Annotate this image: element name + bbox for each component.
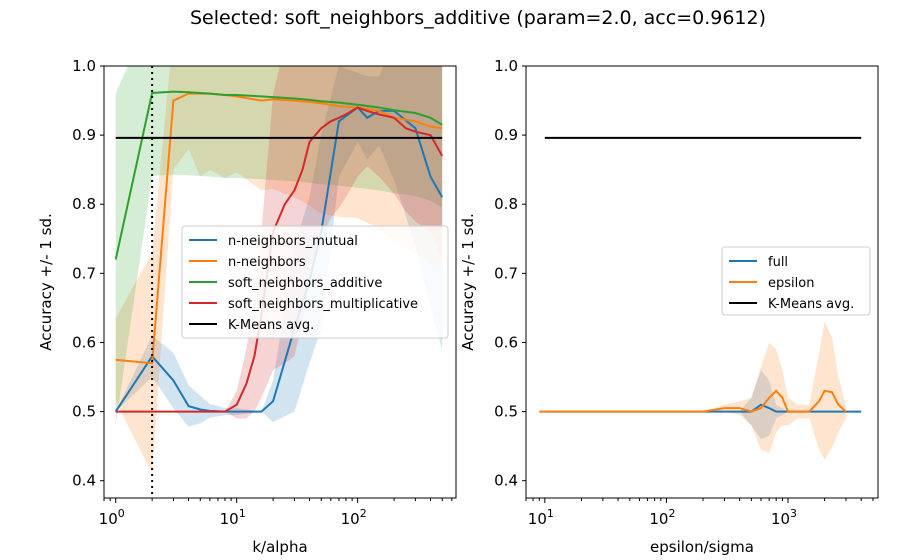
- y-tick-label: 0.8: [494, 195, 518, 213]
- series-line-soft-neighbors-multiplicative: [115, 106, 444, 413]
- legend-label-full: full: [768, 255, 788, 270]
- legend-label-soft-neighbors-multiplicative: soft_neighbors_multiplicative: [228, 297, 418, 312]
- legend-box: [721, 246, 871, 316]
- y-tick-label: 0.8: [72, 195, 96, 213]
- x-axis-label: k/alpha: [252, 538, 307, 556]
- left-panel-k-alpha: 0.4 0.5 0.6 0.7 0.8 0.9 1.0 100 101 102 k/alpha Acc…: [37, 57, 457, 556]
- legend-label-n-neighbors-mutual: n-neighbors_mutual: [228, 234, 358, 249]
- y-tick-label: 0.5: [72, 403, 96, 421]
- legend: full epsilon K-Means avg.: [721, 246, 871, 316]
- x-tick-label: 101: [528, 507, 554, 528]
- sd-band-soft-neighbors-additive: [115, 66, 443, 426]
- sd-band-n-neighbors: [115, 66, 443, 474]
- y-tick-label: 0.9: [494, 126, 518, 144]
- sd-band-n-neighbors-mutual: [115, 66, 443, 427]
- legend-label-epsilon: epsilon: [768, 276, 814, 291]
- right-panel-epsilon-sigma: 0.4 0.5 0.6 0.7 0.8 0.9 1.0 101 102 103 epsilon/si…: [459, 57, 879, 556]
- legend-box: [181, 225, 449, 339]
- y-tick-label: 1.0: [72, 57, 96, 75]
- y-tick-label: 0.4: [72, 472, 96, 490]
- legend-label-soft-neighbors-additive: soft_neighbors_additive: [228, 276, 382, 291]
- x-tick-label: 103: [771, 507, 797, 528]
- x-tick-label: 100: [99, 507, 125, 528]
- legend-label-n-neighbors: n-neighbors: [228, 255, 306, 270]
- y-tick-label: 0.7: [494, 264, 518, 282]
- y-tick-label: 0.9: [72, 126, 96, 144]
- x-axis-label: epsilon/sigma: [650, 538, 754, 556]
- y-axis-label: Accuracy +/- 1 sd.: [37, 213, 55, 350]
- plot-area: [539, 136, 862, 460]
- x-tick-label: 102: [341, 507, 367, 528]
- sd-band-epsilon: [539, 321, 846, 460]
- legend-label-k-means-avg: K-Means avg.: [768, 297, 854, 312]
- legend-label-k-means-avg: K-Means avg.: [228, 318, 314, 333]
- axes-frame: [525, 65, 879, 499]
- y-axis-label: Accuracy +/- 1 sd.: [459, 213, 477, 350]
- axes-frame: [103, 65, 457, 499]
- y-tick-label: 0.6: [72, 333, 96, 351]
- y-tick-label: 0.4: [494, 472, 518, 490]
- x-tick-label: 102: [649, 507, 675, 528]
- y-tick-label: 0.6: [494, 333, 518, 351]
- x-tick-label: 101: [220, 507, 246, 528]
- figure-title: Selected: soft_neighbors_additive (param…: [190, 7, 766, 29]
- legend: n-neighbors_mutual n-neighbors soft_neighb…: [181, 225, 449, 339]
- series-line-soft-neighbors-additive: [114, 90, 443, 260]
- y-tick-label: 1.0: [494, 57, 518, 75]
- y-tick-label: 0.7: [72, 264, 96, 282]
- series-line-epsilon: [539, 389, 847, 413]
- y-tick-label: 0.5: [494, 403, 518, 421]
